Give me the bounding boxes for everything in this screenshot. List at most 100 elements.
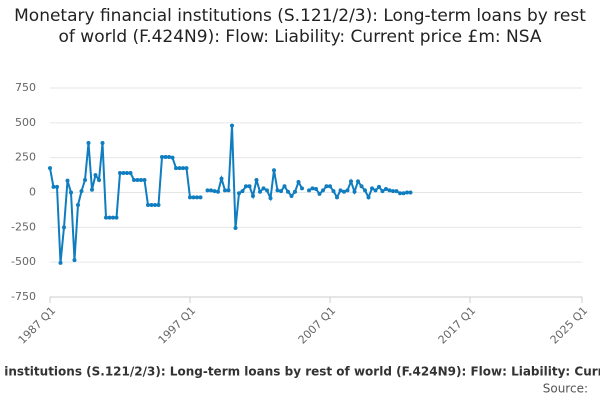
source: Source: bbox=[543, 382, 588, 396]
data-point bbox=[184, 166, 189, 171]
data-point bbox=[65, 178, 70, 183]
data-point bbox=[359, 184, 364, 189]
data-point bbox=[408, 190, 413, 195]
data-point bbox=[240, 189, 245, 194]
data-point bbox=[114, 215, 119, 220]
data-point bbox=[247, 184, 252, 189]
x-tick-label: 1987 Q1 bbox=[16, 304, 59, 347]
data-point bbox=[107, 215, 112, 220]
data-point bbox=[237, 191, 241, 196]
data-point bbox=[286, 189, 290, 194]
data-point bbox=[86, 141, 91, 146]
data-point bbox=[195, 195, 199, 200]
data-point bbox=[118, 170, 122, 175]
data-point bbox=[139, 177, 143, 182]
data-point bbox=[153, 203, 157, 208]
data-point bbox=[293, 189, 297, 194]
data-point bbox=[289, 193, 294, 198]
data-point bbox=[223, 188, 227, 193]
data-point bbox=[216, 189, 220, 194]
data-point bbox=[338, 188, 343, 193]
data-point bbox=[188, 195, 192, 200]
data-point bbox=[324, 184, 329, 189]
data-point bbox=[167, 154, 171, 159]
data-point bbox=[132, 177, 136, 182]
data-point bbox=[296, 180, 301, 185]
data-point bbox=[72, 258, 77, 263]
data-point bbox=[226, 188, 231, 193]
y-tick-label: 500 bbox=[15, 116, 36, 129]
data-point bbox=[160, 154, 164, 159]
data-point bbox=[62, 225, 66, 230]
data-point bbox=[174, 166, 178, 171]
data-point bbox=[335, 195, 339, 200]
x-tick-label: 2025 Q1 bbox=[548, 304, 591, 347]
data-point bbox=[377, 184, 381, 189]
data-point bbox=[380, 189, 385, 194]
data-point bbox=[384, 187, 388, 192]
data-point bbox=[282, 184, 287, 189]
data-point bbox=[394, 189, 399, 194]
data-point bbox=[279, 189, 283, 194]
data-point bbox=[328, 184, 332, 189]
y-tick-label: -250 bbox=[11, 220, 36, 233]
data-point bbox=[111, 215, 115, 220]
data-point bbox=[258, 189, 262, 194]
chart-title: Monetary financial institutions (S.121/2… bbox=[14, 6, 586, 47]
data-point bbox=[363, 188, 367, 193]
data-point bbox=[149, 203, 154, 208]
data-point bbox=[254, 177, 259, 182]
data-point bbox=[405, 190, 409, 195]
y-tick-label: 750 bbox=[15, 81, 36, 94]
data-point bbox=[251, 193, 255, 198]
data-point bbox=[209, 188, 213, 193]
data-point bbox=[352, 189, 357, 194]
data-point bbox=[104, 215, 108, 220]
data-point bbox=[401, 191, 406, 196]
data-point bbox=[268, 196, 273, 201]
data-point bbox=[51, 184, 56, 189]
data-point bbox=[321, 188, 325, 193]
data-point bbox=[230, 123, 234, 128]
data-point bbox=[181, 166, 185, 171]
data-point bbox=[387, 188, 392, 193]
data-point bbox=[55, 184, 59, 189]
data-point bbox=[373, 188, 378, 193]
data-point bbox=[349, 179, 353, 184]
data-point bbox=[146, 203, 150, 208]
data-point bbox=[345, 188, 350, 193]
data-point bbox=[244, 184, 248, 189]
y-tick-label: -750 bbox=[11, 290, 36, 303]
data-point bbox=[170, 155, 175, 160]
data-line bbox=[49, 142, 201, 263]
data-point bbox=[366, 195, 371, 200]
data-point bbox=[331, 189, 336, 194]
data-point bbox=[90, 187, 94, 192]
data-point bbox=[272, 168, 276, 173]
data-point bbox=[398, 191, 402, 196]
data-line bbox=[207, 125, 303, 229]
data-point bbox=[212, 189, 217, 194]
x-axis-label: Monetary financial institutions (S.121/2… bbox=[0, 365, 600, 379]
data-point bbox=[191, 195, 196, 200]
data-point bbox=[219, 176, 224, 181]
data-point bbox=[233, 226, 238, 231]
data-point bbox=[100, 141, 105, 146]
data-point bbox=[93, 173, 98, 178]
data-point bbox=[205, 188, 210, 193]
data-point bbox=[97, 177, 101, 182]
data-point bbox=[261, 186, 266, 191]
data-point bbox=[177, 166, 182, 171]
data-point bbox=[79, 189, 84, 194]
data-point bbox=[128, 170, 133, 175]
data-point bbox=[370, 186, 374, 191]
data-point bbox=[275, 188, 280, 193]
data-point bbox=[156, 203, 161, 208]
data-point bbox=[135, 177, 140, 182]
x-tick-label: 2007 Q1 bbox=[296, 304, 339, 347]
data-point bbox=[307, 188, 311, 193]
data-point bbox=[125, 170, 129, 175]
